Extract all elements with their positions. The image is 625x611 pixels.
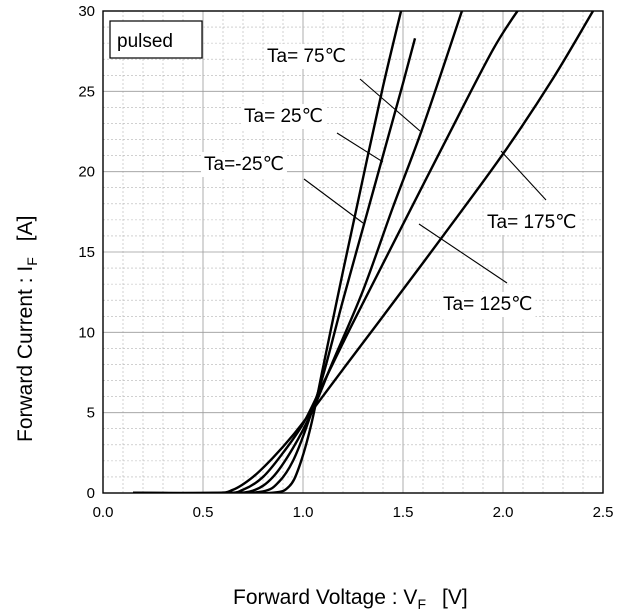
pulsed-label: pulsed	[117, 31, 173, 52]
y-axis-title: Forward Current : IF [A]	[14, 216, 40, 442]
plot-frame	[102, 10, 604, 494]
leader-line	[303, 178, 364, 224]
temperature-label-background	[241, 104, 326, 129]
x-tick-label: 1.0	[293, 504, 314, 521]
curve-series	[133, 11, 403, 493]
temperature-label: Ta= 175℃	[487, 212, 576, 233]
temperature-label-background	[264, 44, 349, 69]
leader-line	[336, 132, 384, 163]
leader-line	[500, 150, 547, 201]
x-axis-title-unit: [V]	[442, 586, 468, 609]
y-axis-title-unit: [A]	[14, 216, 37, 242]
y-tick-label: 10	[78, 324, 95, 341]
annotation-labels: Ta= 75℃ Ta= 25℃ Ta=-25℃ Ta= 175℃ Ta= 125℃	[201, 44, 580, 317]
x-axis-title-main: Forward Voltage : V	[233, 586, 417, 609]
x-tick-label: 2.0	[493, 504, 514, 521]
y-tick-label: 15	[78, 244, 95, 261]
y-tick-label: 0	[87, 485, 95, 502]
y-axis-title-main: Forward Current : I	[14, 266, 37, 442]
temperature-label-background	[484, 210, 580, 235]
temperature-label-background	[201, 152, 287, 177]
y-tick-label: 30	[78, 3, 95, 20]
temperature-label-background	[440, 292, 536, 317]
x-axis-title: Forward Voltage : VF [V]	[233, 586, 468, 611]
x-tick-label: 0.0	[93, 504, 114, 521]
pulsed-box	[109, 20, 203, 59]
temperature-label: Ta= 125℃	[443, 294, 532, 315]
y-tick-label: 25	[78, 83, 95, 100]
annotation-leaders	[303, 78, 547, 284]
y-tick-label: 20	[78, 164, 95, 181]
y-axis-title-sub: F	[24, 257, 40, 266]
curve-series	[133, 11, 464, 493]
x-tick-label: 1.5	[393, 504, 414, 521]
grid-lines	[103, 11, 603, 493]
axis-ticks: 0.0 0.5 1.0 1.5 2.0 2.5 0 5 10 15 20 25 30	[78, 3, 613, 521]
x-axis-title-sub: F	[417, 596, 426, 611]
curve-series	[133, 11, 519, 493]
x-tick-label: 2.5	[593, 504, 614, 521]
temperature-label: Ta=-25℃	[204, 154, 284, 175]
leader-line	[418, 223, 508, 284]
temperature-label: Ta= 75℃	[267, 46, 346, 67]
x-tick-label: 0.5	[193, 504, 214, 521]
leader-line	[359, 78, 421, 132]
temperature-label: Ta= 25℃	[244, 106, 323, 127]
y-tick-label: 5	[87, 405, 95, 422]
curves	[133, 11, 595, 493]
curve-series	[133, 11, 595, 493]
